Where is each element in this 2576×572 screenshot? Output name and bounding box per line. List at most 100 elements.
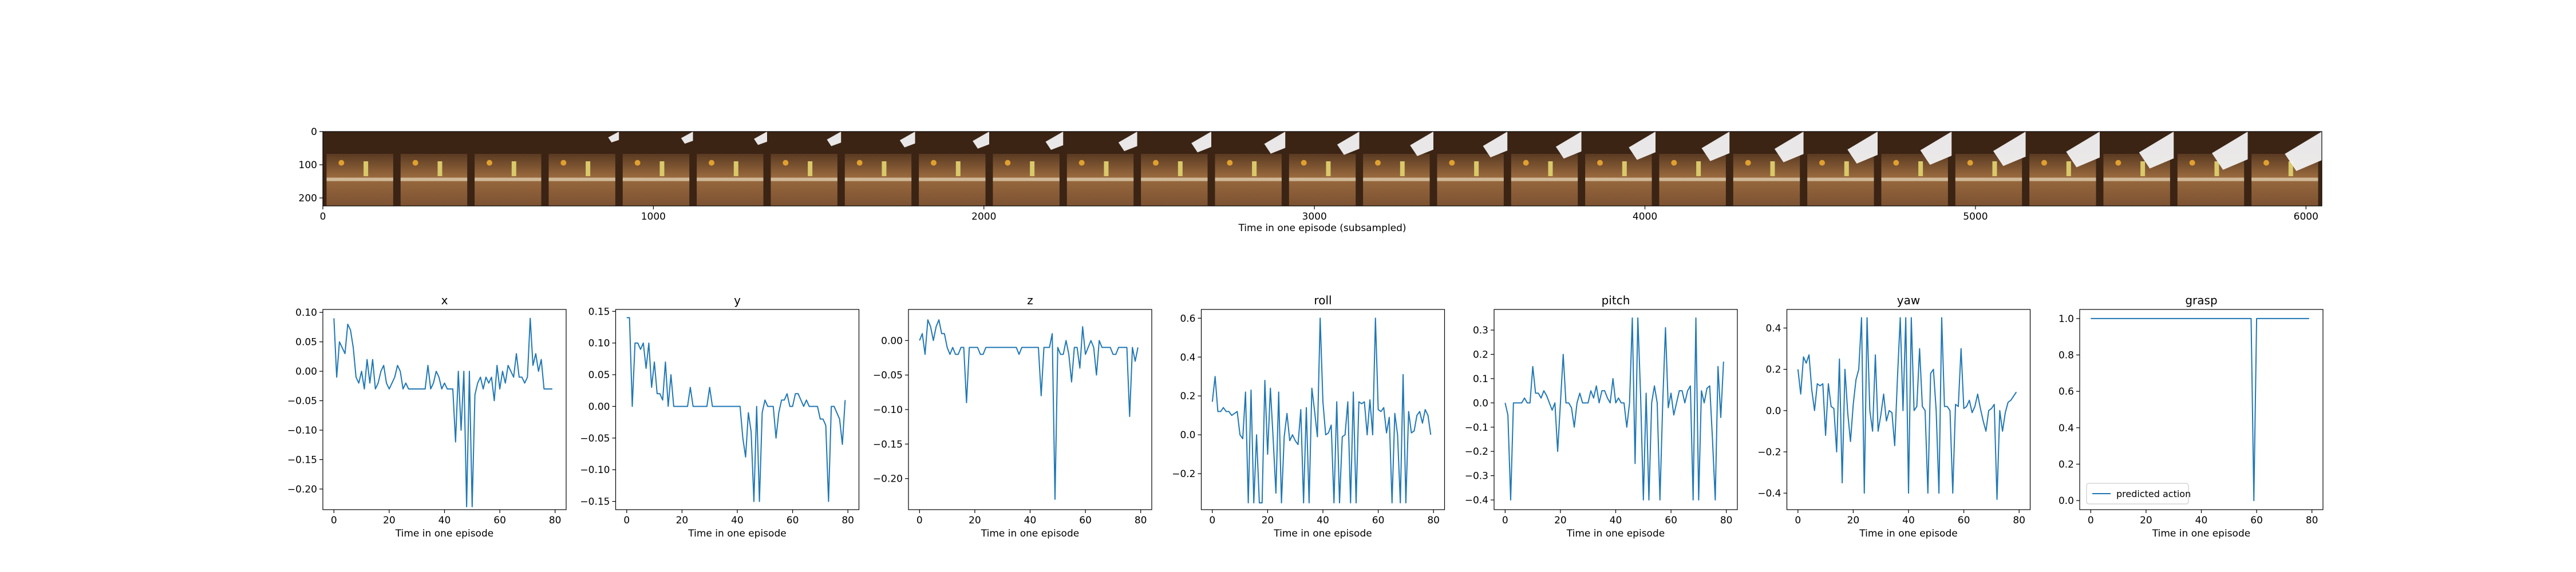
series-line <box>626 317 846 502</box>
x-axis-label: Time in one episode <box>1566 528 1665 539</box>
y-tick-label: 0.1 <box>1473 374 1488 385</box>
chart-title: x <box>441 293 448 307</box>
filmstrip-frame <box>841 132 916 206</box>
filmstrip-frame <box>323 132 397 206</box>
axes-frame <box>615 309 860 510</box>
y-tick-label: 0.6 <box>1180 313 1195 324</box>
x-axis-label: Time in one episode <box>1273 528 1372 539</box>
legend-label: predicted action <box>2116 488 2191 499</box>
y-tick-label: −0.05 <box>580 433 610 444</box>
filmstrip-frame <box>1729 132 1804 206</box>
x-tick-label: 20 <box>676 515 689 526</box>
legend: predicted action <box>2086 483 2191 505</box>
y-tick-label: 0.0 <box>1473 398 1488 409</box>
filmstrip-x-tick-label: 6000 <box>2294 211 2318 223</box>
chart-y: y 0 20 40 60 80 0.15 0.10 0.05 0.00 −0.05 −0.10 −0.1… <box>580 293 860 539</box>
filmstrip-x-tick-label: 3000 <box>1302 211 1327 223</box>
filmstrip-frame <box>989 132 1064 206</box>
chart-z: z 0 20 40 60 80 0.00 −0.05 −0.10 −0.15 −0.20 Time i… <box>873 293 1152 539</box>
chart-title: yaw <box>1897 293 1920 307</box>
x-tick-label: 40 <box>438 515 451 526</box>
filmstrip-y-ticks: 0 100 200 <box>299 126 323 204</box>
y-tick-label: 0.05 <box>588 370 610 381</box>
x-tick-label: 0 <box>2088 515 2094 526</box>
filmstrip-frame <box>1581 132 1656 206</box>
x-tick-label: 80 <box>549 515 562 526</box>
chart-title: pitch <box>1602 293 1630 307</box>
filmstrip-frame <box>2174 132 2249 206</box>
filmstrip-frame <box>619 132 694 206</box>
series-line <box>2091 317 2309 502</box>
filmstrip-frame <box>1433 132 1508 206</box>
x-tick-label: 0 <box>623 515 630 526</box>
filmstrip-frame <box>1211 132 1286 206</box>
x-tick-label: 60 <box>1665 515 1677 526</box>
chart-title: roll <box>1314 293 1332 307</box>
y-tick-label: 0.2 <box>2059 459 2074 470</box>
x-tick-label: 20 <box>383 515 396 526</box>
y-tick-label: −0.05 <box>873 370 903 382</box>
filmstrip-x-tick-label: 1000 <box>641 211 666 223</box>
y-tick-label: 0.0 <box>1765 406 1781 417</box>
filmstrip-frame <box>1951 132 2026 206</box>
series-line <box>1504 317 1724 501</box>
filmstrip-y-tick-label: 0 <box>311 126 317 138</box>
chart-title: grasp <box>2185 293 2217 307</box>
x-tick-label: 60 <box>493 515 506 526</box>
y-tick-label: −0.3 <box>1465 471 1488 482</box>
x-tick-label: 80 <box>1135 515 1147 526</box>
filmstrip-frame <box>545 132 619 206</box>
x-tick-label: 0 <box>331 515 337 526</box>
filmstrip-panel: 0 1000 2000 3000 4000 5000 6000 0 100 200 Time i… <box>299 126 2322 234</box>
axes-frame <box>908 309 1152 510</box>
x-tick-label: 60 <box>1372 515 1385 526</box>
filmstrip-frame <box>2025 132 2100 206</box>
y-tick-label: −0.2 <box>1465 446 1488 458</box>
y-tick-label: 0.6 <box>2059 386 2074 398</box>
y-tick-label: −0.20 <box>873 474 903 485</box>
y-tick-label: −0.1 <box>1465 422 1488 434</box>
series-line <box>1797 317 2017 500</box>
x-tick-label: 40 <box>2195 515 2208 526</box>
y-tick-label: 0.10 <box>588 338 610 349</box>
chart-yaw: yaw 0 20 40 60 80 0.4 0.2 0.0 −0.2 −0.4 Time in one… <box>1757 293 2031 539</box>
y-tick-label: 0.00 <box>295 366 317 378</box>
filmstrip-xlabel: Time in one episode (subsampled) <box>1238 223 1406 234</box>
chart-pitch: pitch 0 20 40 60 80 0.3 0.2 0.1 0.0 −0.1 −0.2 −0.3 −0… <box>1465 293 1738 539</box>
x-tick-label: 40 <box>1317 515 1329 526</box>
y-tick-label: 0.15 <box>588 306 610 317</box>
series-line <box>919 319 1139 500</box>
legend-box <box>2086 483 2189 505</box>
y-tick-label: −0.10 <box>873 404 903 416</box>
axes-frame <box>1200 309 1445 510</box>
filmstrip-frame <box>693 132 768 206</box>
chart-title: y <box>734 293 741 307</box>
series-line <box>1211 317 1432 504</box>
y-tick-label: −0.4 <box>1465 495 1488 506</box>
x-axis-label: Time in one episode <box>981 528 1079 539</box>
y-tick-label: −0.15 <box>873 439 903 450</box>
x-tick-label: 60 <box>2250 515 2263 526</box>
y-tick-label: 0.4 <box>1180 352 1195 363</box>
y-tick-label: −0.10 <box>287 425 317 436</box>
filmstrip-frame <box>2100 132 2174 206</box>
x-tick-label: 40 <box>731 515 744 526</box>
filmstrip-frame-border <box>322 131 2322 206</box>
y-tick-label: −0.15 <box>287 455 317 466</box>
filmstrip-frame <box>1656 132 1730 206</box>
y-tick-label: 0.0 <box>1180 430 1195 441</box>
filmstrip-frame <box>471 132 546 206</box>
x-tick-label: 80 <box>2306 515 2318 526</box>
filmstrip-x-ticks: 0 1000 2000 3000 4000 5000 6000 <box>320 206 2318 223</box>
filmstrip-frames <box>323 132 2322 206</box>
x-tick-label: 0 <box>1502 515 1508 526</box>
x-tick-label: 80 <box>1720 515 1733 526</box>
y-tick-label: 0.0 <box>2059 495 2074 507</box>
filmstrip-x-tick-label: 5000 <box>1963 211 1988 223</box>
filmstrip-frame <box>1063 132 1138 206</box>
chart-x: x 0 20 40 60 80 0.10 0.05 0.00 −0.05 −0.10 −0.15 −0.… <box>287 293 567 539</box>
x-axis-label: Time in one episode <box>2152 528 2250 539</box>
x-tick-label: 60 <box>787 515 799 526</box>
y-tick-label: −0.2 <box>1172 468 1195 480</box>
